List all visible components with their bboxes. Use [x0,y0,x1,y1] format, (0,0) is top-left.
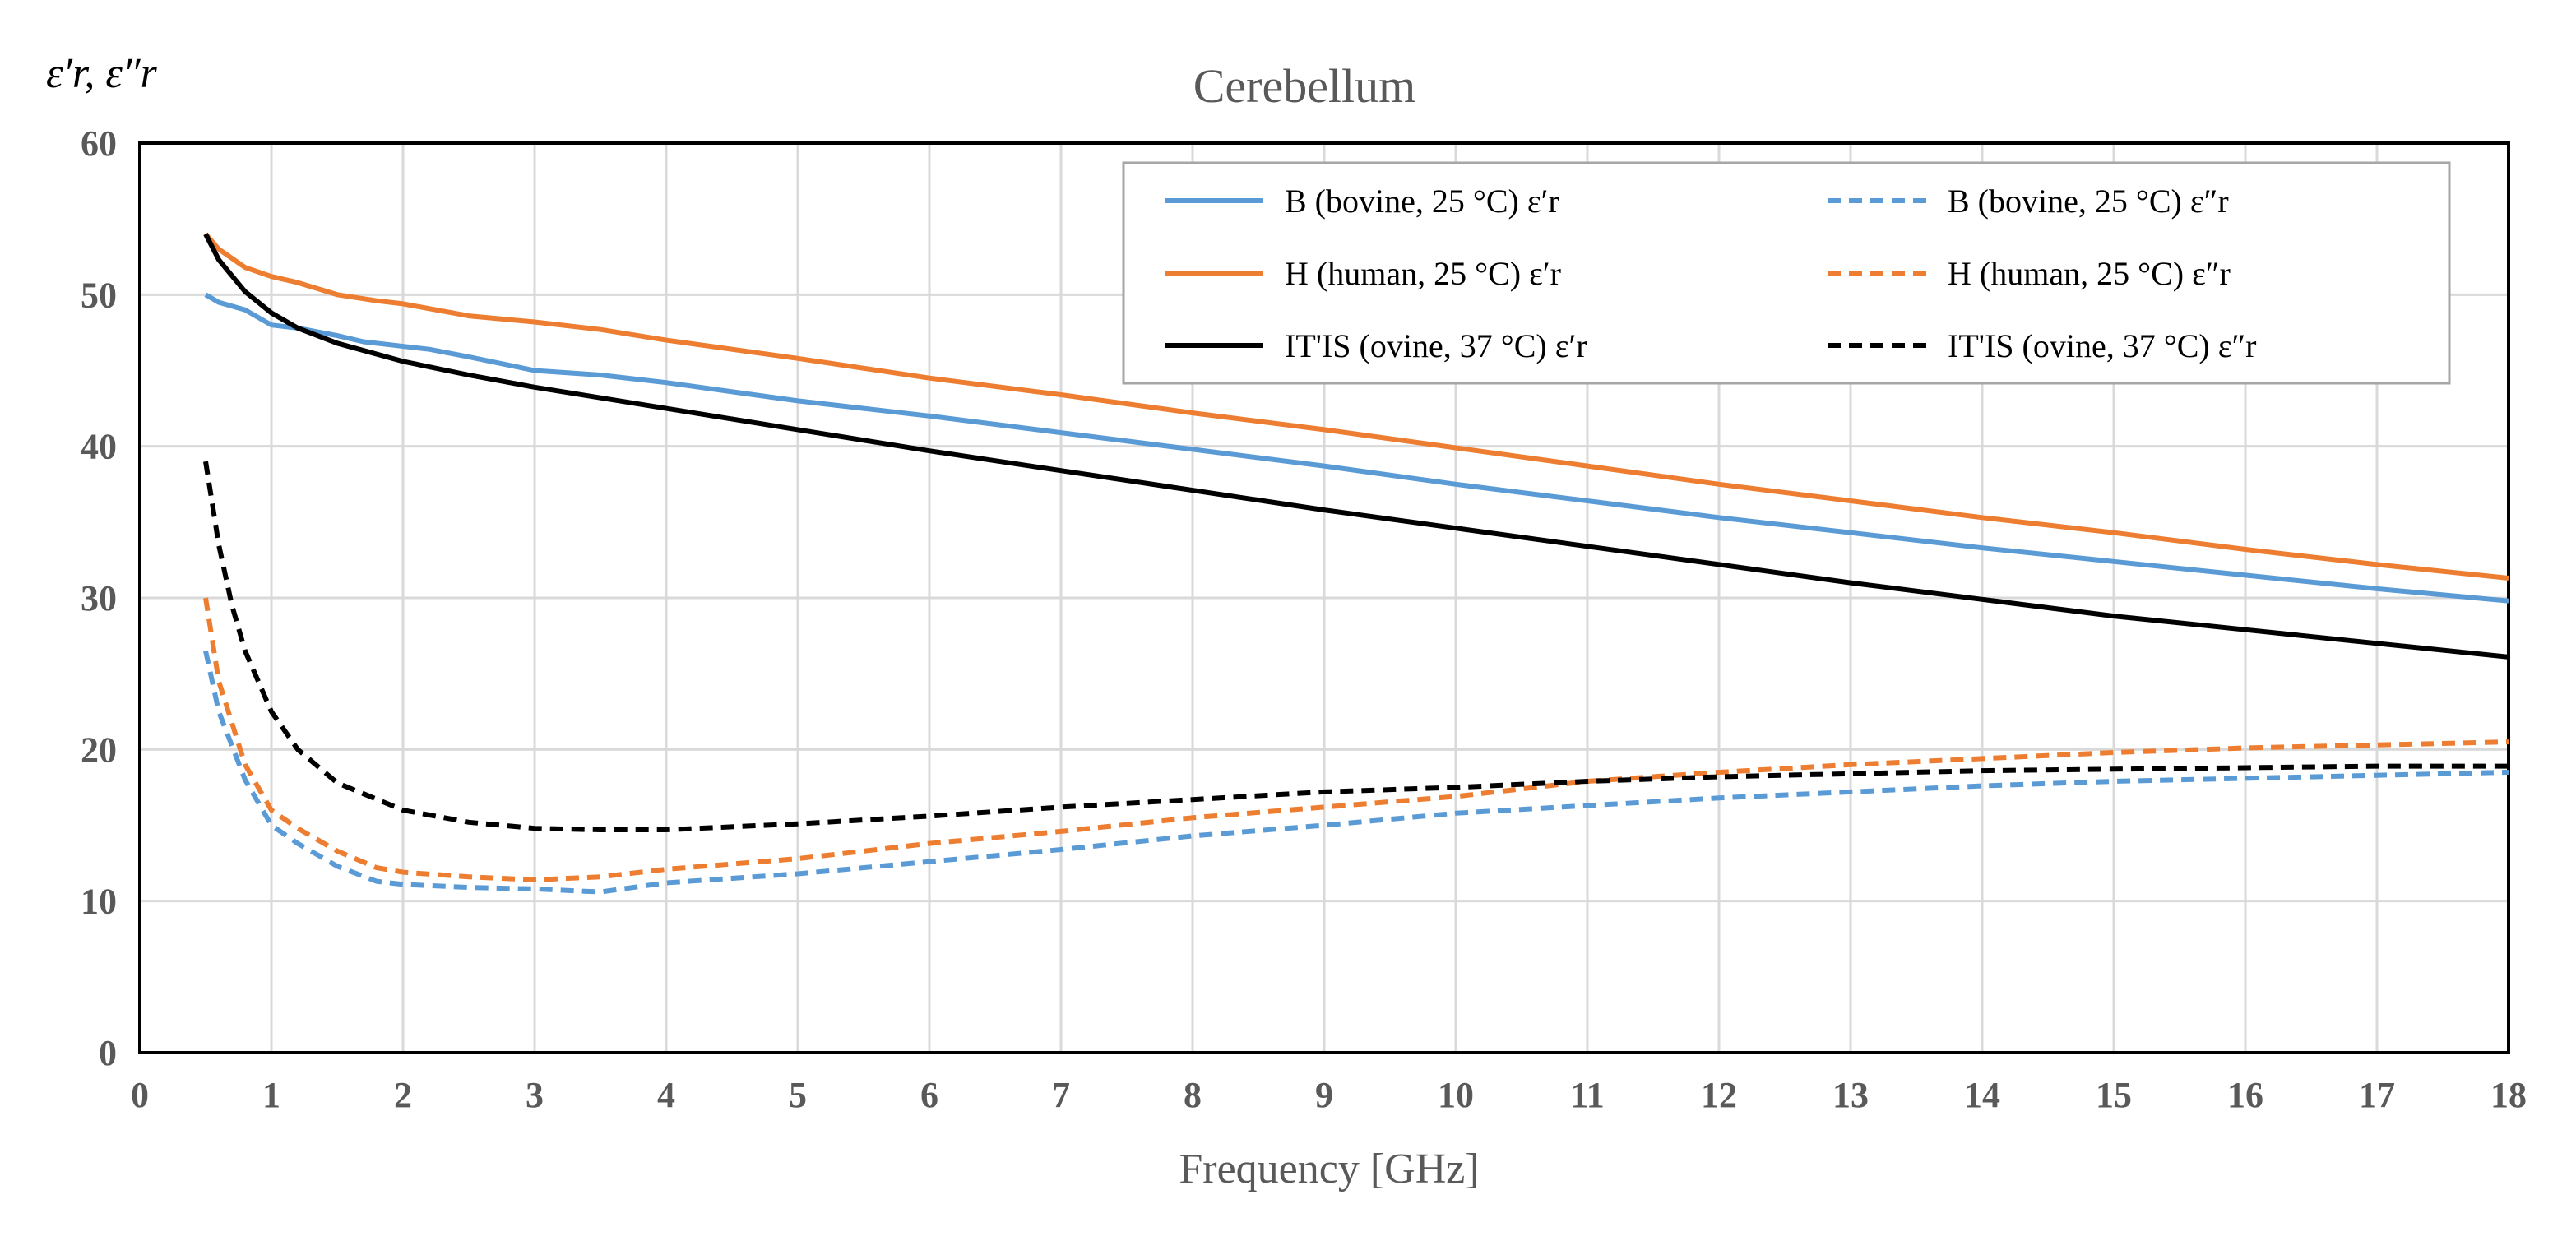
legend-box [1122,161,2451,385]
y-tick-label: 10 [81,882,117,922]
y-axis-title: ε′r, ε″r [46,50,157,97]
x-tick-label: 1 [262,1075,280,1115]
x-tick-label: 2 [394,1075,412,1115]
x-tick-label: 16 [2227,1075,2263,1115]
x-tick-label: 6 [920,1075,938,1115]
x-tick-label: 0 [131,1075,149,1115]
y-tick-label: 0 [99,1033,117,1073]
y-tick-label: 50 [81,275,117,315]
x-tick-label: 18 [2490,1075,2527,1115]
y-tick-label: 30 [81,578,117,618]
x-axis-title: Frequency [GHz] [1179,1146,1479,1192]
chart-title: Cerebellum [1193,59,1416,113]
x-tick-label: 15 [2096,1075,2132,1115]
legend-label-4: IT'IS (ovine, 37 °C) ε′r [1285,327,1587,364]
tick-layer: 0 1 2 3 4 5 6 7 8 9 10 11 12 13 14 15 16 17 18010203040506… [81,123,2527,1115]
legend-label-2: H (human, 25 °C) ε′r [1285,255,1561,292]
x-tick-label: 14 [1964,1075,2000,1115]
legend-label-0: B (bovine, 25 °C) ε′r [1285,183,1559,220]
x-tick-label: 11 [1570,1075,1605,1115]
series-line-5 [203,461,2509,832]
series-line-1 [203,650,2509,895]
x-tick-label: 7 [1052,1075,1070,1115]
legend-label-1: B (bovine, 25 °C) ε″r [1948,183,2229,220]
x-tick-label: 13 [1832,1075,1869,1115]
series-line-3 [203,597,2509,882]
series-layer [203,232,2509,895]
x-tick-label: 17 [2359,1075,2395,1115]
series-line-2 [203,232,2509,581]
x-tick-label: 4 [657,1075,675,1115]
x-tick-label: 9 [1315,1075,1333,1115]
y-tick-label: 60 [81,123,117,164]
legend: B (bovine, 25 °C) ε′r B (bovine, 25 °C) ε… [1122,161,2451,385]
x-tick-label: 10 [1438,1075,1474,1115]
legend-label-5: IT'IS (ovine, 37 °C) ε″r [1948,327,2257,364]
x-tick-label: 3 [526,1075,544,1115]
y-tick-label: 40 [81,427,117,467]
x-tick-label: 5 [789,1075,807,1115]
x-tick-label: 12 [1701,1075,1737,1115]
series-line-4 [203,233,2509,660]
x-tick-label: 8 [1184,1075,1202,1115]
plot-frame [138,141,2510,1054]
legend-label-3: H (human, 25 °C) ε″r [1948,255,2231,292]
y-tick-label: 20 [81,729,117,770]
